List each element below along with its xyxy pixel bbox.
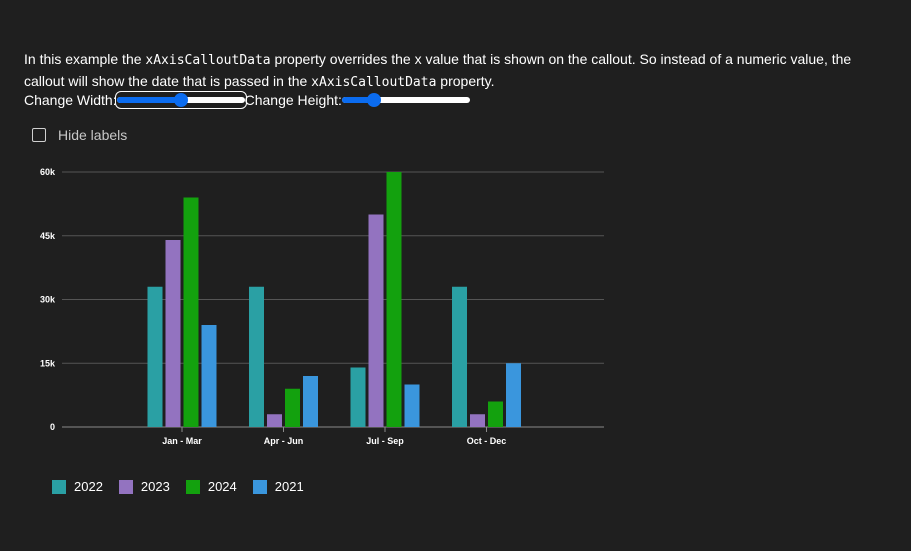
bar[interactable] [350, 367, 366, 428]
x-tick-label: Jul - Sep [366, 436, 404, 446]
width-slider[interactable] [114, 91, 247, 109]
size-controls: Change Width: Change Height: [24, 90, 470, 110]
change-width-label: Change Width: [24, 92, 117, 108]
y-tick-label: 0 [50, 422, 55, 432]
bar[interactable] [183, 197, 199, 428]
bar[interactable] [201, 325, 217, 427]
description-text-1: In this example the [24, 51, 146, 67]
legend-swatch [185, 479, 200, 494]
bar[interactable] [267, 414, 282, 427]
description: In this example the xAxisCalloutData pro… [24, 49, 884, 93]
legend-item[interactable]: 2023 [118, 479, 170, 494]
legend-label: 2023 [140, 479, 170, 494]
bar[interactable] [303, 376, 318, 427]
legend-item[interactable]: 2022 [52, 479, 103, 494]
checkbox-icon[interactable] [32, 128, 46, 142]
hide-labels-label: Hide labels [58, 127, 128, 143]
description-text-2: property overrides the x value that is s… [24, 51, 852, 89]
y-tick-label: 15k [40, 358, 56, 368]
legend-label: 2021 [274, 479, 304, 494]
bar[interactable] [452, 286, 467, 427]
x-tick-label: Oct - Dec [467, 436, 507, 446]
width-slider-thumb[interactable] [173, 93, 188, 107]
legend-label: 2022 [74, 479, 103, 494]
bar[interactable] [249, 286, 264, 427]
x-tick-label: Jan - Mar [162, 436, 202, 446]
change-height-label: Change Height: [244, 92, 342, 108]
x-tick-label: Apr - Jun [264, 436, 304, 446]
bar[interactable] [147, 286, 163, 427]
height-slider-fill [341, 97, 374, 103]
bar[interactable] [386, 172, 402, 427]
y-tick-label: 60k [40, 167, 56, 177]
bar[interactable] [404, 384, 420, 428]
hide-labels-checkbox[interactable]: Hide labels [32, 127, 127, 143]
legend-swatch [118, 479, 133, 494]
legend-item[interactable]: 2021 [252, 479, 304, 494]
description-code-2: xAxisCalloutData [311, 75, 437, 90]
legend-swatch [52, 479, 66, 494]
bar[interactable] [368, 214, 384, 428]
y-tick-label: 45k [40, 231, 56, 241]
legend-swatch [252, 479, 267, 494]
height-slider-track [341, 97, 470, 103]
bar[interactable] [506, 363, 521, 427]
height-slider[interactable] [341, 93, 470, 107]
y-tick-label: 30k [40, 295, 56, 305]
description-code-1: xAxisCalloutData [145, 53, 271, 68]
legend-label: 2024 [207, 479, 237, 494]
legend-item[interactable]: 2024 [185, 479, 237, 494]
description-text-3: property. [436, 73, 495, 89]
bar[interactable] [165, 240, 181, 427]
height-slider-thumb[interactable] [366, 93, 381, 107]
width-slider-fill [116, 97, 181, 103]
bar[interactable] [488, 401, 503, 428]
bar[interactable] [285, 388, 300, 427]
bar[interactable] [470, 414, 485, 427]
chart-legend: 2022 2023 2024 2021 [52, 479, 320, 494]
bar-chart: 0 15k 30k 45k 60k Jan - Mar Apr - Jun Jul - Sep… [40, 167, 604, 446]
